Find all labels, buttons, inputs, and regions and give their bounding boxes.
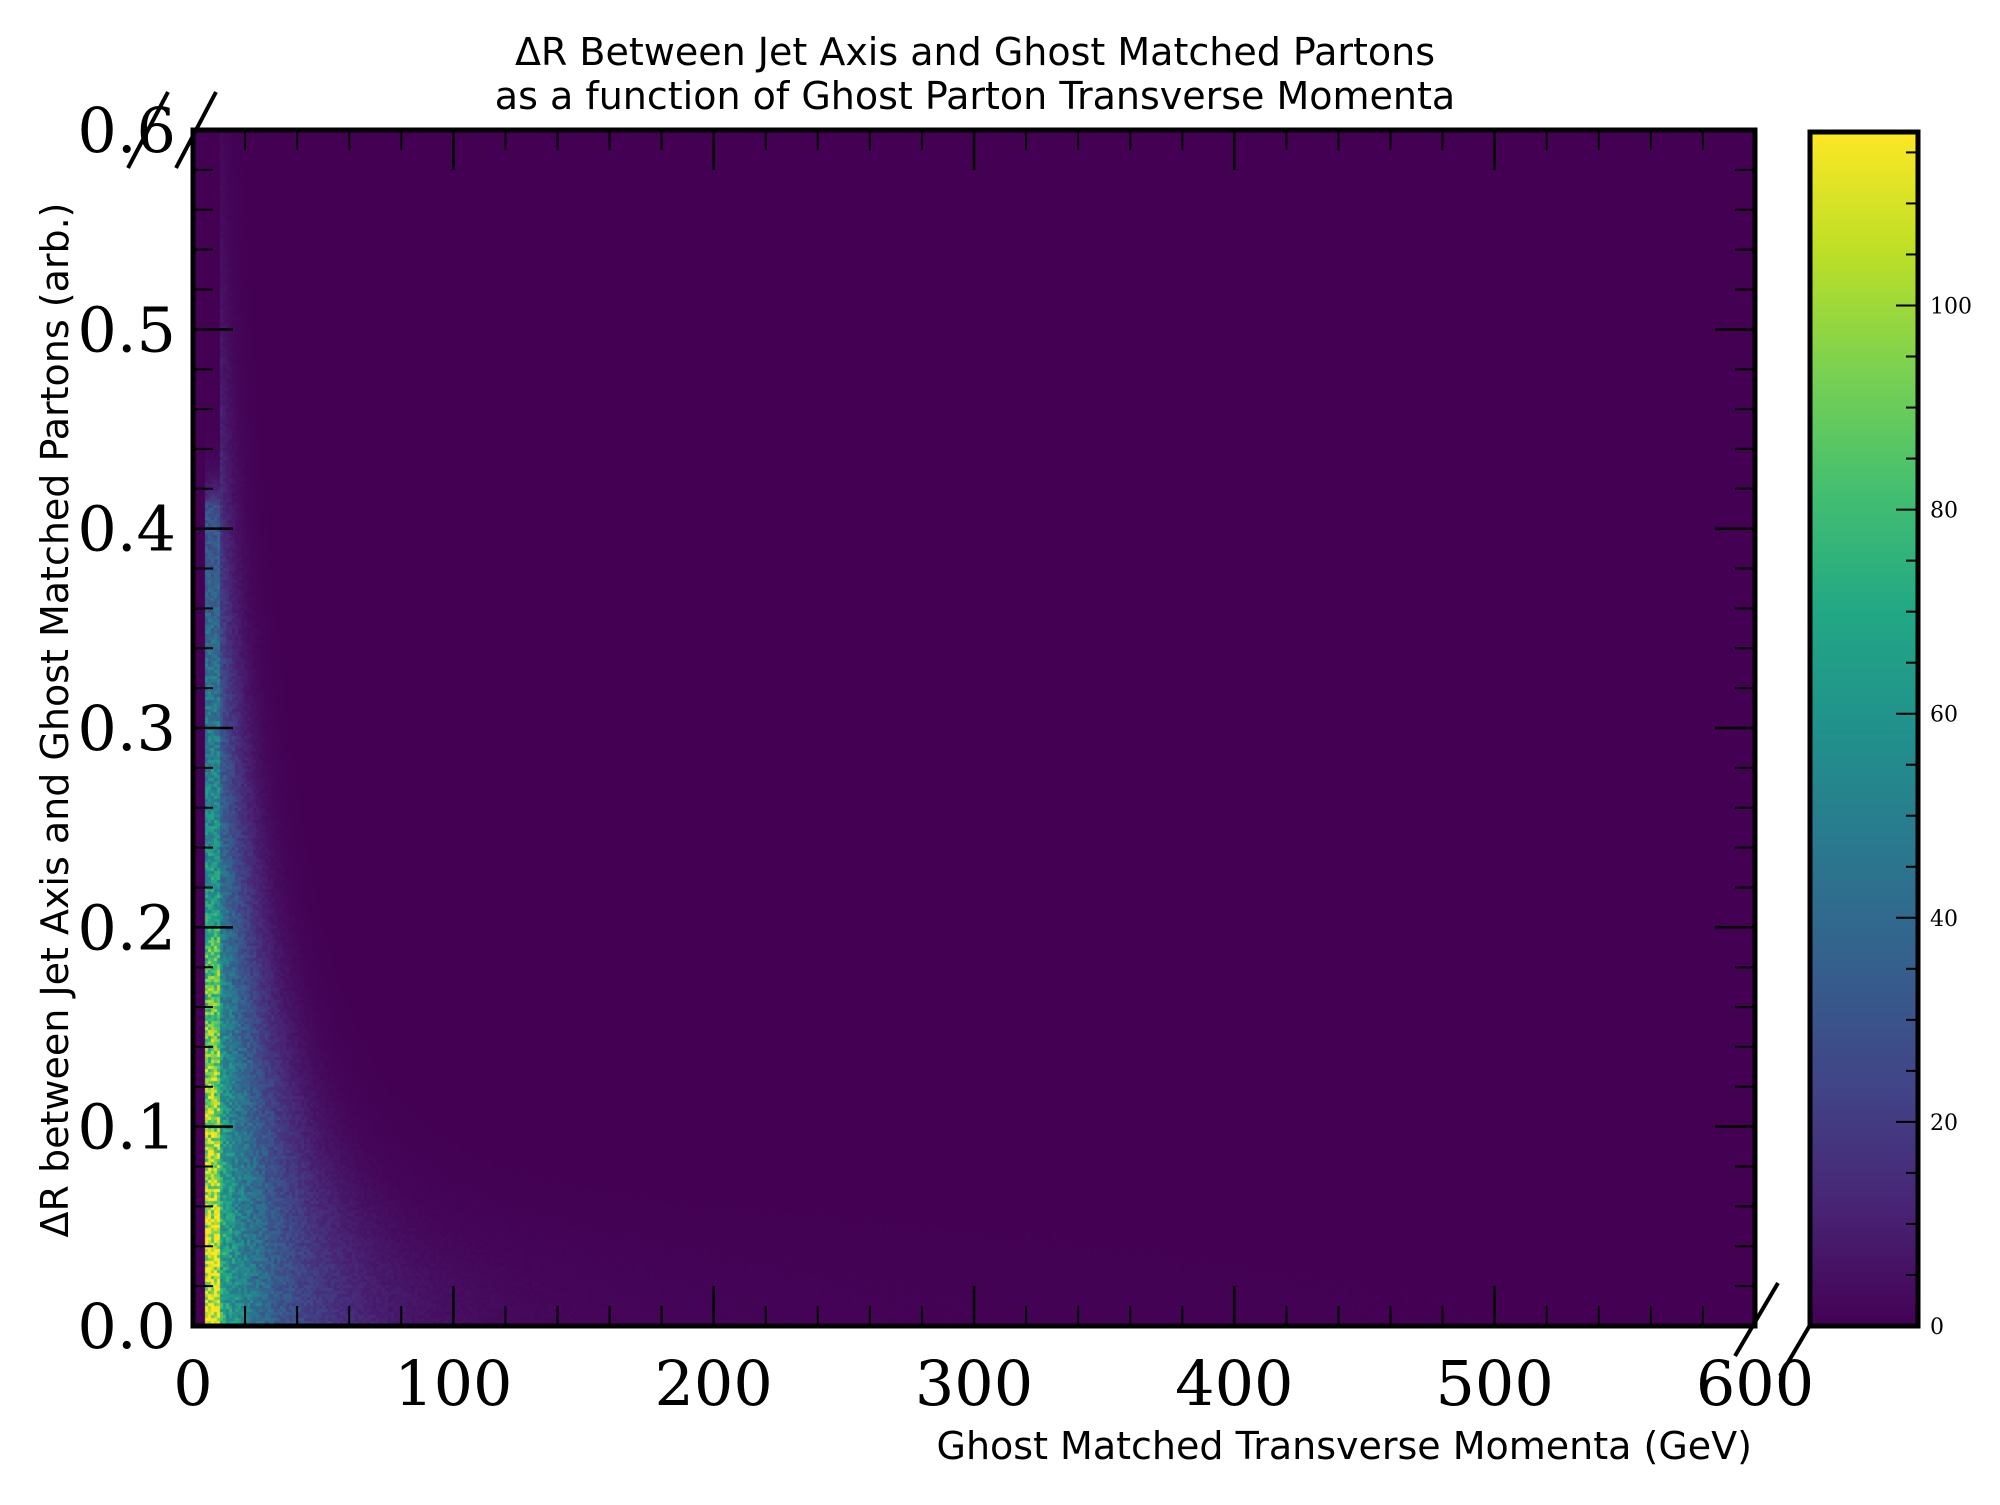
- colorbar: [1807, 129, 1921, 1329]
- heatmap-image: [193, 130, 1755, 1326]
- x-tick-label: 600: [1696, 1347, 1814, 1420]
- chart-title-line-2: as a function of Ghost Parton Transverse…: [495, 74, 1455, 118]
- x-tick-label: 200: [654, 1347, 772, 1420]
- x-axis-label: Ghost Matched Transverse Momenta (GeV): [937, 1424, 1753, 1468]
- x-tick-labels: 0 100 200 300 400 500 600: [173, 1347, 1814, 1420]
- colorbar-tick-label: 100: [1930, 294, 1972, 319]
- y-axis-label: ΔR between Jet Axis and Ghost Matched Pa…: [33, 203, 77, 1238]
- y-tick-label: 0.1: [77, 1091, 176, 1164]
- colorbar-tick-label: 60: [1930, 703, 1958, 728]
- y-tick-label: 0.4: [77, 493, 176, 566]
- y-tick-label: 0.2: [77, 891, 176, 964]
- colorbar-tick-label: 0: [1930, 1315, 1944, 1340]
- axis-ticks: [191, 128, 1757, 1328]
- colorbar-tick-label: 20: [1930, 1111, 1958, 1136]
- x-tick-label: 300: [915, 1347, 1033, 1420]
- x-tick-label: 100: [394, 1347, 512, 1420]
- y-tick-labels: 0.0 0.1 0.2 0.3 0.4 0.5 0.6: [77, 94, 176, 1363]
- x-tick-label: 0: [173, 1347, 212, 1420]
- colorbar-ticks: 0 20 40 60 80 100: [1896, 151, 1972, 1340]
- colorbar-tick-label: 80: [1930, 499, 1958, 524]
- y-tick-label: 0.3: [77, 692, 176, 765]
- y-tick-label: 0.6: [77, 94, 176, 167]
- colorbar-tick-label: 40: [1930, 907, 1958, 932]
- chart-title-line-1: ΔR Between Jet Axis and Ghost Matched Pa…: [515, 30, 1435, 74]
- y-tick-label: 0.0: [77, 1290, 176, 1363]
- plot-frame: [190, 127, 1758, 1329]
- x-tick-label: 400: [1175, 1347, 1293, 1420]
- x-tick-label: 500: [1435, 1347, 1553, 1420]
- y-tick-label: 0.5: [77, 293, 176, 366]
